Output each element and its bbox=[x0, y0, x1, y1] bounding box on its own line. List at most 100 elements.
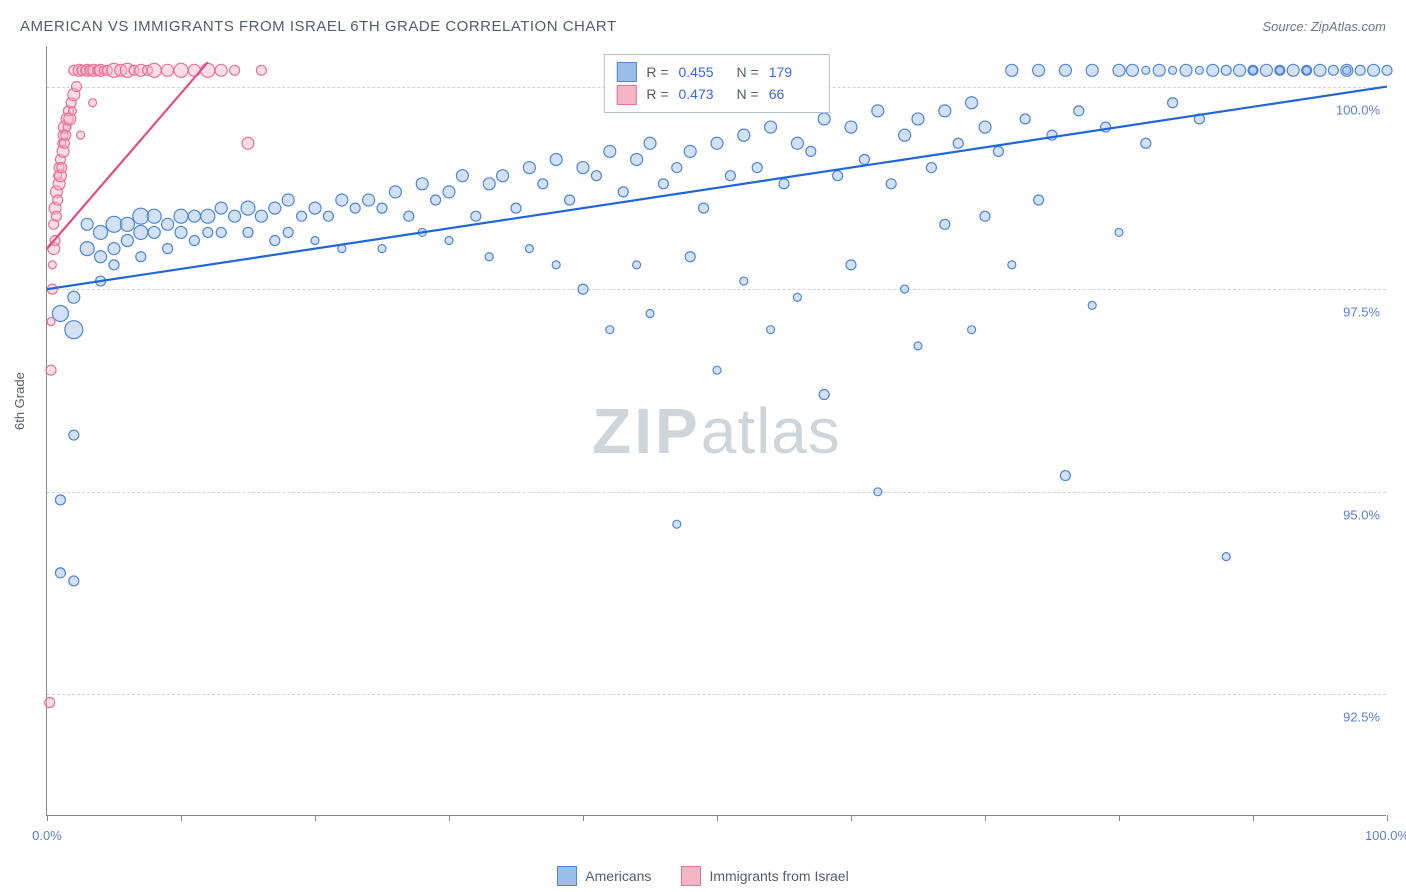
data-point bbox=[791, 137, 803, 149]
data-point bbox=[1287, 64, 1299, 76]
data-point bbox=[65, 321, 83, 339]
y-axis-label: 6th Grade bbox=[12, 372, 27, 430]
data-point bbox=[51, 211, 61, 221]
data-point bbox=[1088, 301, 1096, 309]
data-point bbox=[1343, 66, 1351, 74]
data-point bbox=[147, 63, 161, 77]
data-point bbox=[565, 195, 575, 205]
n-value-americans: 179 bbox=[769, 61, 817, 83]
data-point bbox=[61, 130, 71, 140]
trend-line bbox=[47, 87, 1387, 290]
data-point bbox=[1355, 65, 1365, 75]
data-point bbox=[68, 107, 76, 115]
data-point bbox=[147, 209, 161, 223]
data-point bbox=[46, 365, 56, 375]
data-point bbox=[618, 187, 628, 197]
data-point bbox=[136, 252, 146, 262]
bottom-legend-americans: Americans bbox=[557, 866, 651, 886]
bottom-swatch-americans bbox=[557, 866, 577, 886]
data-point bbox=[283, 227, 293, 237]
data-point bbox=[1303, 66, 1311, 74]
data-point bbox=[1382, 65, 1392, 75]
legend-swatch-americans bbox=[616, 62, 636, 82]
data-point bbox=[845, 121, 857, 133]
data-point bbox=[203, 227, 213, 237]
data-point bbox=[77, 131, 85, 139]
bottom-swatch-immigrants bbox=[681, 866, 701, 886]
bottom-legend: Americans Immigrants from Israel bbox=[0, 866, 1406, 886]
data-point bbox=[162, 218, 174, 230]
r-value-immigrants: 0.473 bbox=[679, 83, 727, 105]
data-point bbox=[713, 366, 721, 374]
data-point bbox=[48, 261, 56, 269]
data-point bbox=[1008, 261, 1016, 269]
scatter-svg bbox=[47, 46, 1387, 816]
data-point bbox=[162, 64, 174, 76]
data-point bbox=[68, 291, 80, 303]
data-point bbox=[1221, 65, 1231, 75]
data-point bbox=[108, 243, 120, 255]
data-point bbox=[174, 63, 188, 77]
data-point bbox=[859, 154, 869, 164]
data-point bbox=[779, 179, 789, 189]
bottom-legend-immigrants: Immigrants from Israel bbox=[681, 866, 848, 886]
data-point bbox=[1249, 66, 1257, 74]
data-point bbox=[538, 179, 548, 189]
data-point bbox=[377, 203, 387, 213]
data-point bbox=[175, 226, 187, 238]
data-point bbox=[1260, 64, 1272, 76]
data-point bbox=[752, 163, 762, 173]
data-point bbox=[940, 219, 950, 229]
data-point bbox=[309, 202, 321, 214]
data-point bbox=[485, 253, 493, 261]
legend-row-americans: R = 0.455 N = 179 bbox=[616, 61, 816, 83]
data-point bbox=[740, 277, 748, 285]
data-point bbox=[685, 252, 695, 262]
data-point bbox=[606, 326, 614, 334]
data-point bbox=[1126, 64, 1138, 76]
data-point bbox=[1006, 64, 1018, 76]
data-point bbox=[872, 105, 884, 117]
data-point bbox=[1234, 64, 1246, 76]
data-point bbox=[201, 63, 215, 77]
data-point bbox=[1142, 66, 1150, 74]
data-point bbox=[886, 179, 896, 189]
data-point bbox=[1153, 64, 1165, 76]
bottom-label-americans: Americans bbox=[585, 868, 651, 884]
data-point bbox=[684, 145, 696, 157]
n-value-immigrants: 66 bbox=[769, 83, 817, 105]
data-point bbox=[846, 260, 856, 270]
data-point bbox=[323, 211, 333, 221]
chart-title: AMERICAN VS IMMIGRANTS FROM ISRAEL 6TH G… bbox=[20, 18, 617, 35]
data-point bbox=[71, 82, 81, 92]
data-point bbox=[443, 186, 455, 198]
data-point bbox=[1368, 64, 1380, 76]
data-point bbox=[389, 186, 401, 198]
n-label: N = bbox=[737, 61, 759, 83]
data-point bbox=[578, 284, 588, 294]
data-point bbox=[1059, 64, 1071, 76]
data-point bbox=[336, 194, 348, 206]
data-point bbox=[241, 201, 255, 215]
plot-area: ZIPatlas R = 0.455 N = 179 R = 0.473 N =… bbox=[46, 46, 1386, 816]
data-point bbox=[979, 121, 991, 133]
data-point bbox=[94, 225, 108, 239]
data-point bbox=[806, 146, 816, 156]
data-point bbox=[363, 194, 375, 206]
data-point bbox=[297, 211, 307, 221]
data-point bbox=[1074, 106, 1084, 116]
data-point bbox=[1060, 471, 1070, 481]
data-point bbox=[215, 64, 227, 76]
data-point bbox=[525, 245, 533, 253]
data-point bbox=[55, 568, 65, 578]
data-point bbox=[133, 208, 149, 224]
data-point bbox=[174, 209, 188, 223]
data-point bbox=[1180, 64, 1192, 76]
data-point bbox=[644, 137, 656, 149]
data-point bbox=[1020, 114, 1030, 124]
data-point bbox=[1222, 553, 1230, 561]
data-point bbox=[57, 163, 67, 173]
data-point bbox=[511, 203, 521, 213]
data-point bbox=[552, 261, 560, 269]
data-point bbox=[53, 195, 63, 205]
